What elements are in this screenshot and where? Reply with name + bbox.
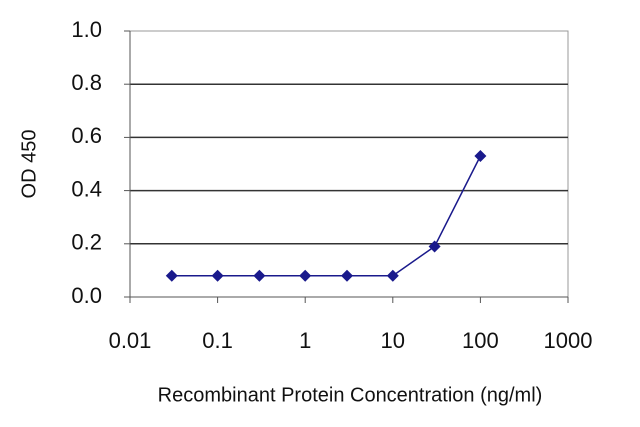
- x-tick-label: 0.1: [202, 328, 233, 353]
- x-tick-label: 0.01: [109, 328, 152, 353]
- plot-frame: [129, 30, 569, 298]
- x-tick-label: 10: [381, 328, 405, 353]
- y-axis-title: OD 450: [18, 130, 40, 199]
- data-point: [253, 269, 266, 282]
- y-tick-label: 1.0: [71, 17, 102, 42]
- x-axis-title: Recombinant Protein Concentration (ng/ml…: [158, 384, 543, 406]
- data-point: [299, 269, 312, 282]
- x-tick-label: 1: [299, 328, 311, 353]
- x-tick-label: 1000: [544, 328, 593, 353]
- y-tick-label: 0.8: [71, 70, 102, 95]
- data-point: [165, 269, 178, 282]
- y-tick-label: 0.2: [71, 230, 102, 255]
- data-point: [340, 269, 353, 282]
- y-tick-label: 0.6: [71, 123, 102, 148]
- y-tick-label: 0.4: [71, 176, 102, 201]
- data-point: [211, 269, 224, 282]
- data-point: [474, 150, 487, 163]
- data-point: [386, 269, 399, 282]
- data-point: [428, 240, 441, 253]
- data-line: [171, 155, 482, 277]
- y-tick-label: 0.0: [71, 283, 102, 308]
- x-tick-label: 100: [462, 328, 499, 353]
